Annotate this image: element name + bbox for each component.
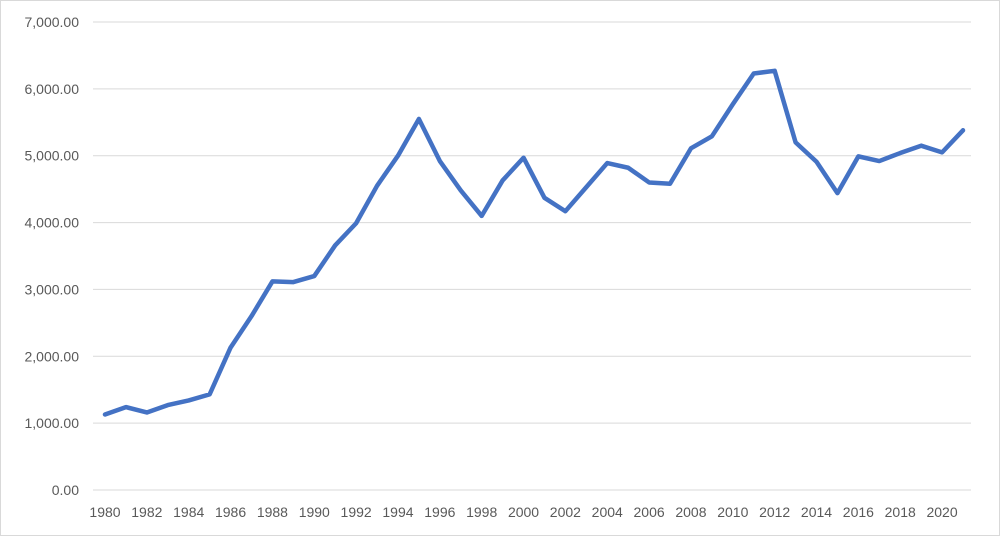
data-point-1993 bbox=[375, 184, 379, 188]
x-tick-label: 1996 bbox=[424, 504, 455, 520]
y-tick-label: 5,000.00 bbox=[25, 148, 80, 164]
x-axis-labels: 1980 1982 1984 1986 1988 1990 1992 1994 1996 1998… bbox=[89, 504, 957, 520]
data-point-1981 bbox=[124, 405, 128, 409]
y-tick-label: 2,000.00 bbox=[25, 348, 80, 364]
data-point-1990 bbox=[312, 274, 316, 278]
x-tick-label: 2010 bbox=[717, 504, 748, 520]
data-point-2016 bbox=[856, 154, 860, 158]
data-point-2009 bbox=[710, 134, 714, 138]
data-point-1999 bbox=[501, 178, 505, 182]
x-tick-label: 2006 bbox=[634, 504, 665, 520]
x-tick-label: 1982 bbox=[131, 504, 162, 520]
data-point-1984 bbox=[187, 398, 191, 402]
data-point-2006 bbox=[647, 180, 651, 184]
x-tick-label: 2014 bbox=[801, 504, 832, 520]
y-tick-label: 0.00 bbox=[52, 482, 79, 498]
data-point-1987 bbox=[249, 314, 253, 318]
x-tick-label: 2012 bbox=[759, 504, 790, 520]
data-point-1996 bbox=[438, 159, 442, 163]
data-point-1982 bbox=[145, 410, 149, 414]
data-point-2015 bbox=[835, 191, 839, 195]
data-point-2008 bbox=[689, 146, 693, 150]
data-point-2013 bbox=[794, 140, 798, 144]
series-line-0 bbox=[102, 68, 966, 417]
data-point-1991 bbox=[333, 243, 337, 247]
data-point-2000 bbox=[522, 156, 526, 160]
x-tick-label: 2000 bbox=[508, 504, 539, 520]
gridlines bbox=[93, 21, 971, 491]
data-point-2010 bbox=[731, 102, 735, 106]
y-tick-label: 1,000.00 bbox=[25, 415, 80, 431]
data-point-1992 bbox=[354, 221, 358, 225]
data-point-2001 bbox=[542, 196, 546, 200]
x-tick-label: 2004 bbox=[592, 504, 623, 520]
data-point-2004 bbox=[605, 161, 609, 165]
data-point-1983 bbox=[166, 403, 170, 407]
y-tick-label: 4,000.00 bbox=[25, 215, 80, 231]
data-point-2020 bbox=[940, 150, 944, 154]
data-point-2021 bbox=[961, 128, 965, 132]
data-point-1988 bbox=[270, 279, 274, 283]
data-point-2007 bbox=[668, 182, 672, 186]
x-tick-label: 1990 bbox=[299, 504, 330, 520]
data-point-2005 bbox=[626, 166, 630, 170]
data-point-1985 bbox=[208, 392, 212, 396]
data-point-1995 bbox=[417, 117, 421, 121]
x-tick-label: 1998 bbox=[466, 504, 497, 520]
data-point-2011 bbox=[752, 71, 756, 75]
data-point-1986 bbox=[229, 346, 233, 350]
x-tick-label: 1984 bbox=[173, 504, 204, 520]
x-tick-label: 1992 bbox=[341, 504, 372, 520]
x-tick-label: 1988 bbox=[257, 504, 288, 520]
x-tick-label: 1986 bbox=[215, 504, 246, 520]
data-point-1989 bbox=[291, 280, 295, 284]
y-axis-labels: 0.00 1,000.00 2,000.00 3,000.00 4,000.00 5,00… bbox=[25, 14, 80, 498]
data-point-2019 bbox=[919, 144, 923, 148]
data-point-1997 bbox=[459, 188, 463, 192]
x-tick-label: 1994 bbox=[382, 504, 413, 520]
data-point-1980 bbox=[103, 412, 107, 416]
data-point-1994 bbox=[396, 154, 400, 158]
data-point-2002 bbox=[563, 209, 567, 213]
data-point-2018 bbox=[898, 151, 902, 155]
x-tick-label: 2008 bbox=[675, 504, 706, 520]
data-point-2003 bbox=[584, 185, 588, 189]
data-point-1998 bbox=[480, 214, 484, 218]
x-tick-label: 2020 bbox=[926, 504, 957, 520]
x-tick-label: 2018 bbox=[885, 504, 916, 520]
data-point-2014 bbox=[815, 160, 819, 164]
x-tick-label: 1980 bbox=[89, 504, 120, 520]
y-tick-label: 6,000.00 bbox=[25, 81, 80, 97]
series-group bbox=[102, 68, 966, 417]
data-point-2017 bbox=[877, 159, 881, 163]
y-tick-label: 7,000.00 bbox=[25, 14, 80, 30]
x-tick-label: 2002 bbox=[550, 504, 581, 520]
y-tick-label: 3,000.00 bbox=[25, 281, 80, 297]
x-tick-label: 2016 bbox=[843, 504, 874, 520]
data-point-2012 bbox=[773, 69, 777, 73]
